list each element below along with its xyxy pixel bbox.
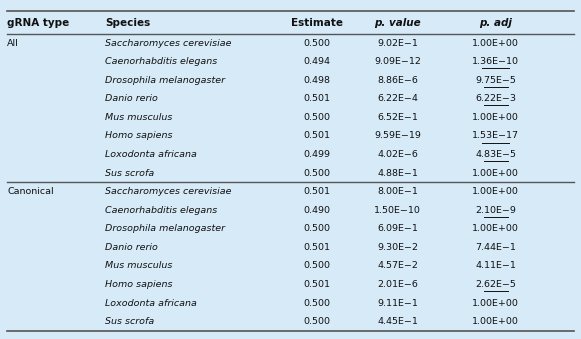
Text: 0.501: 0.501 [303, 132, 330, 140]
Text: Caenorhabditis elegans: Caenorhabditis elegans [106, 206, 218, 215]
Text: 9.75E−5: 9.75E−5 [475, 76, 516, 85]
Text: 0.500: 0.500 [303, 261, 330, 271]
Text: 9.02E−1: 9.02E−1 [377, 39, 418, 47]
Text: 6.22E−3: 6.22E−3 [475, 94, 517, 103]
Text: 6.09E−1: 6.09E−1 [377, 224, 418, 233]
Text: 6.52E−1: 6.52E−1 [377, 113, 418, 122]
Text: 0.498: 0.498 [303, 76, 330, 85]
Text: Danio rerio: Danio rerio [106, 243, 159, 252]
Text: 1.36E−10: 1.36E−10 [472, 57, 519, 66]
Text: Species: Species [106, 18, 150, 27]
Text: Saccharomyces cerevisiae: Saccharomyces cerevisiae [106, 39, 232, 47]
Text: p. value: p. value [374, 18, 421, 27]
Text: 6.22E−4: 6.22E−4 [377, 94, 418, 103]
Text: 8.00E−1: 8.00E−1 [377, 187, 418, 196]
Text: Sus scrofa: Sus scrofa [106, 317, 155, 326]
Text: 0.500: 0.500 [303, 317, 330, 326]
Text: 0.501: 0.501 [303, 94, 330, 103]
Text: 1.00E+00: 1.00E+00 [472, 113, 519, 122]
Text: 1.00E+00: 1.00E+00 [472, 299, 519, 307]
Text: 4.45E−1: 4.45E−1 [377, 317, 418, 326]
Text: p. adj: p. adj [479, 18, 512, 27]
Text: gRNA type: gRNA type [7, 18, 69, 27]
Text: 1.00E+00: 1.00E+00 [472, 224, 519, 233]
Text: Mus musculus: Mus musculus [106, 261, 173, 271]
Text: Drosophila melanogaster: Drosophila melanogaster [106, 224, 225, 233]
Text: 1.53E−17: 1.53E−17 [472, 132, 519, 140]
Text: Danio rerio: Danio rerio [106, 94, 159, 103]
Text: Drosophila melanogaster: Drosophila melanogaster [106, 76, 225, 85]
Text: 0.501: 0.501 [303, 243, 330, 252]
Text: 9.30E−2: 9.30E−2 [377, 243, 418, 252]
Text: 2.62E−5: 2.62E−5 [475, 280, 516, 289]
Text: 4.88E−1: 4.88E−1 [377, 168, 418, 178]
Text: Mus musculus: Mus musculus [106, 113, 173, 122]
Text: 2.01E−6: 2.01E−6 [377, 280, 418, 289]
Text: 0.501: 0.501 [303, 187, 330, 196]
Text: 1.50E−10: 1.50E−10 [374, 206, 421, 215]
Text: 1.00E+00: 1.00E+00 [472, 317, 519, 326]
Text: 4.11E−1: 4.11E−1 [475, 261, 516, 271]
Text: 1.00E+00: 1.00E+00 [472, 168, 519, 178]
Text: 1.00E+00: 1.00E+00 [472, 39, 519, 47]
Text: 9.11E−1: 9.11E−1 [377, 299, 418, 307]
Text: 0.499: 0.499 [303, 150, 330, 159]
Text: 0.490: 0.490 [303, 206, 330, 215]
Text: 0.500: 0.500 [303, 168, 330, 178]
Text: 0.494: 0.494 [303, 57, 330, 66]
Text: Loxodonta africana: Loxodonta africana [106, 299, 198, 307]
Text: All: All [7, 39, 19, 47]
Text: 4.83E−5: 4.83E−5 [475, 150, 517, 159]
Text: 0.500: 0.500 [303, 39, 330, 47]
Text: 0.500: 0.500 [303, 224, 330, 233]
Text: Estimate: Estimate [290, 18, 343, 27]
Text: 8.86E−6: 8.86E−6 [377, 76, 418, 85]
Text: 7.44E−1: 7.44E−1 [475, 243, 516, 252]
Text: Loxodonta africana: Loxodonta africana [106, 150, 198, 159]
Text: 0.500: 0.500 [303, 113, 330, 122]
Text: 9.59E−19: 9.59E−19 [374, 132, 421, 140]
Text: Saccharomyces cerevisiae: Saccharomyces cerevisiae [106, 187, 232, 196]
Text: Canonical: Canonical [7, 187, 54, 196]
Text: 0.500: 0.500 [303, 299, 330, 307]
Text: 1.00E+00: 1.00E+00 [472, 187, 519, 196]
Text: 4.57E−2: 4.57E−2 [377, 261, 418, 271]
Text: Homo sapiens: Homo sapiens [106, 132, 173, 140]
Text: 9.09E−12: 9.09E−12 [374, 57, 421, 66]
Text: 4.02E−6: 4.02E−6 [377, 150, 418, 159]
Text: 2.10E−9: 2.10E−9 [475, 206, 516, 215]
Text: 0.501: 0.501 [303, 280, 330, 289]
Text: Caenorhabditis elegans: Caenorhabditis elegans [106, 57, 218, 66]
Text: Sus scrofa: Sus scrofa [106, 168, 155, 178]
Text: Homo sapiens: Homo sapiens [106, 280, 173, 289]
